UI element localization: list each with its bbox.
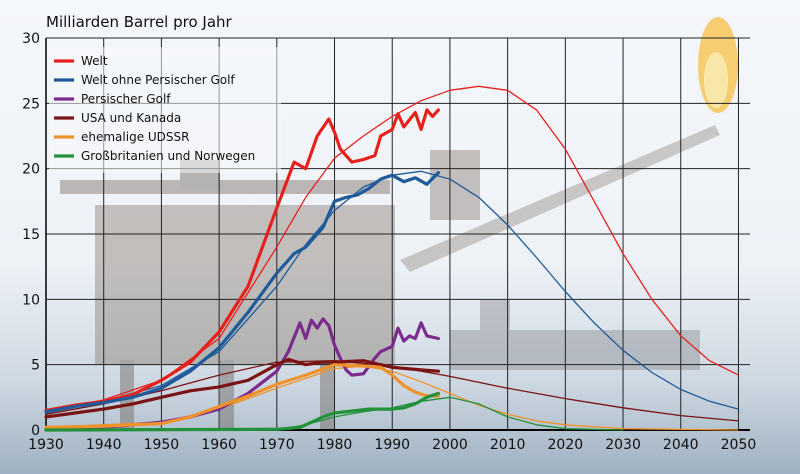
y-tick-label: 0	[31, 423, 40, 439]
chart-title: Milliarden Barrel pro Jahr	[46, 13, 233, 31]
x-tick-label: 2000	[432, 437, 468, 453]
y-tick-label: 10	[22, 292, 40, 308]
model-curve-4	[45, 365, 739, 431]
actual-line-5	[44, 391, 440, 432]
legend-label: USA und Kanada	[81, 111, 181, 125]
y-tick-label: 30	[22, 31, 40, 47]
platform-silhouette	[60, 125, 720, 430]
y-tick-label: 20	[22, 162, 40, 178]
x-tick-label: 1960	[201, 437, 237, 453]
x-tick-label: 1970	[259, 437, 295, 453]
legend-label: Persischer Golf	[81, 92, 171, 106]
actual-line-0	[44, 108, 440, 412]
legend-label: Welt ohne Persischer Golf	[81, 73, 235, 87]
x-tick-label: 2030	[605, 437, 641, 453]
x-tick-label: 1930	[28, 437, 64, 453]
model-curve-0	[45, 85, 739, 413]
y-tick-label: 5	[31, 358, 40, 374]
y-tick-label: 15	[22, 227, 40, 243]
gas-flare	[698, 17, 738, 113]
x-tick-label: 2040	[663, 437, 699, 453]
x-tick-label: 2020	[548, 437, 584, 453]
x-tick-label: 1990	[374, 437, 410, 453]
x-tick-label: 1950	[144, 437, 180, 453]
model-curve-5	[276, 396, 624, 431]
legend-box	[49, 47, 281, 173]
x-tick-label: 1980	[317, 437, 353, 453]
series-lines	[44, 85, 739, 432]
model-curve-1	[45, 170, 739, 414]
x-tick-label: 2010	[490, 437, 526, 453]
legend-label: Welt	[81, 54, 108, 68]
y-tick-label: 25	[22, 96, 40, 112]
legend: Welt Welt ohne Persischer Golf Persischer …	[49, 47, 281, 173]
legend-label: Großbritanien und Norwegen	[81, 149, 255, 163]
actual-line-1	[44, 171, 440, 414]
legend-label: ehemalige UDSSR	[81, 130, 190, 144]
x-tick-label: 1940	[86, 437, 122, 453]
x-tick-label: 2050	[721, 437, 757, 453]
actual-line-4	[44, 363, 440, 429]
actual-line-3	[44, 357, 440, 419]
